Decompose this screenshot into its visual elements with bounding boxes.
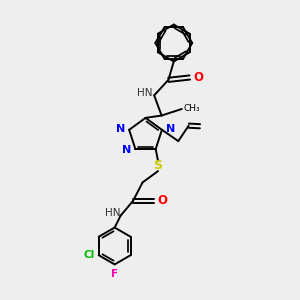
Text: N: N	[116, 124, 125, 134]
Text: HN: HN	[104, 208, 120, 218]
Text: F: F	[111, 268, 118, 279]
Text: N: N	[122, 145, 131, 155]
Text: O: O	[158, 194, 167, 207]
Text: HN: HN	[137, 88, 153, 98]
Text: CH₃: CH₃	[184, 104, 200, 113]
Text: N: N	[167, 124, 176, 134]
Text: Cl: Cl	[83, 250, 94, 260]
Text: S: S	[154, 159, 163, 172]
Text: O: O	[194, 71, 203, 84]
